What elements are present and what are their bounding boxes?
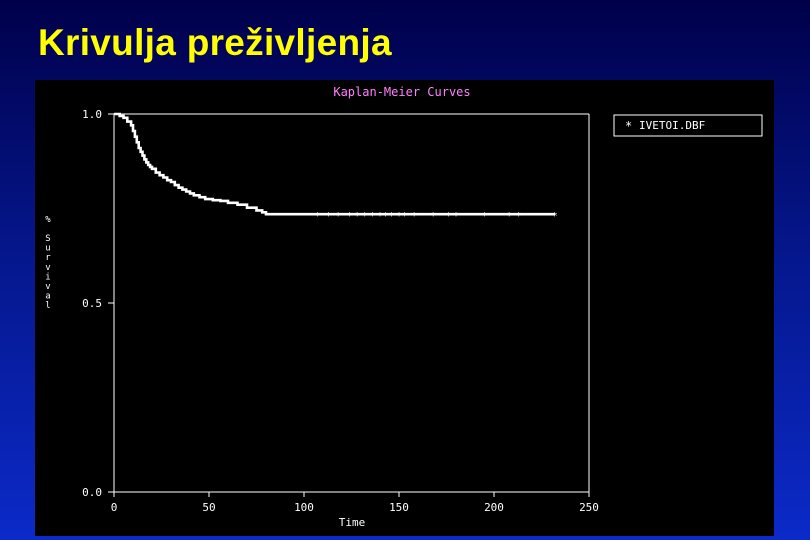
legend-box	[613, 114, 763, 137]
censor-mark: *	[354, 211, 360, 222]
series-layer: * * * * * * * * * * * * * * * * * * * *	[114, 112, 558, 222]
censor-mark: *	[388, 211, 394, 222]
slide-title: Krivulja preživljenja	[38, 22, 392, 63]
censor-mark: *	[445, 211, 451, 222]
x-axis-label: Time	[339, 516, 366, 529]
censor-mark: *	[396, 211, 402, 222]
censor-mark: *	[326, 211, 332, 222]
survival-curve	[114, 112, 555, 216]
censor-mark: *	[362, 211, 368, 222]
y-tick-label: 0.0	[82, 486, 102, 499]
censor-mark: *	[411, 211, 417, 222]
x-tick-label: 100	[294, 501, 314, 514]
y-tick-label: 1.0	[82, 108, 102, 121]
kaplan-meier-chart: Kaplan-Meier Curves 0.0 0.5 1.0 0 50 100 150 2…	[35, 80, 774, 536]
x-tick-label: 250	[579, 501, 599, 514]
censor-mark: *	[516, 211, 522, 222]
censor-mark: *	[383, 211, 389, 222]
censor-mark: *	[552, 211, 558, 222]
x-tick-label: 50	[202, 501, 215, 514]
censor-mark: *	[314, 211, 320, 222]
censor-mark: *	[402, 211, 408, 222]
legend-series-name: IVETOI.DBF	[639, 119, 705, 132]
x-tick-label: 0	[111, 501, 118, 514]
censor-mark: *	[335, 211, 341, 222]
chart-title: Kaplan-Meier Curves	[333, 85, 470, 99]
x-tick-label: 150	[389, 501, 409, 514]
censor-mark: *	[453, 211, 459, 222]
censor-mark: *	[377, 211, 383, 222]
x-axis-ticks: 0 50 100 150 200 250	[111, 492, 599, 514]
legend: * IVETOI.DBF	[613, 114, 763, 137]
censor-mark: *	[430, 211, 436, 222]
censor-mark: *	[506, 211, 512, 222]
censor-mark: *	[369, 211, 375, 222]
censor-mark: *	[347, 211, 353, 222]
chart-canvas: Kaplan-Meier Curves 0.0 0.5 1.0 0 50 100 150 2…	[45, 85, 763, 529]
x-tick-label: 200	[484, 501, 504, 514]
y-axis-ticks: 0.0 0.5 1.0	[82, 108, 114, 499]
censor-mark: *	[481, 211, 487, 222]
y-tick-label: 0.5	[82, 297, 102, 310]
legend-marker: *	[625, 119, 632, 133]
